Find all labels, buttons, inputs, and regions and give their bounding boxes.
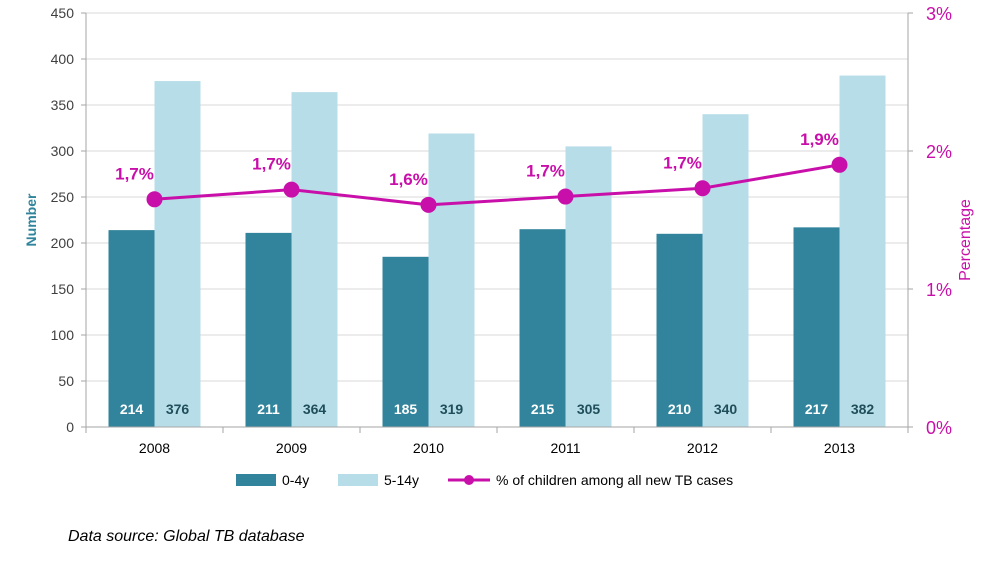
y-axis-right-tick: 2% <box>926 142 952 162</box>
bar-data-label: 211 <box>257 401 280 417</box>
line-point-2013 <box>831 156 848 173</box>
bar-5-14y-2010 <box>428 133 475 427</box>
bar-data-label: 382 <box>851 401 875 417</box>
y-axis-left-tick: 100 <box>51 327 75 343</box>
y-axis-left-tick: 150 <box>51 281 75 297</box>
x-axis-tick: 2011 <box>550 440 580 456</box>
legend-label-0-4y: 0-4y <box>282 472 309 488</box>
line-point-2009 <box>283 181 300 198</box>
legend-swatch-marker <box>464 475 474 485</box>
bar-data-label: 214 <box>120 401 144 417</box>
line-data-label: 1,7% <box>526 162 565 181</box>
bar-data-label: 319 <box>440 401 464 417</box>
y-axis-left-tick: 300 <box>51 143 75 159</box>
bar-0-4y-2011 <box>519 229 566 427</box>
y-axis-right-tick: 3% <box>926 4 952 24</box>
bar-0-4y-2010 <box>382 256 429 427</box>
x-axis-tick: 2010 <box>413 440 444 456</box>
y-axis-left-tick: 400 <box>51 51 75 67</box>
line-point-2011 <box>557 188 574 205</box>
line-point-2008 <box>146 191 163 208</box>
bar-data-label: 364 <box>303 401 327 417</box>
bar-data-label: 185 <box>394 401 418 417</box>
bar-0-4y-2012 <box>656 233 703 427</box>
x-axis-tick: 2013 <box>824 440 855 456</box>
y-axis-left-tick: 450 <box>51 5 75 21</box>
line-point-2010 <box>420 196 437 213</box>
bar-0-4y-2009 <box>245 232 292 427</box>
series-line-percentage <box>154 163 840 207</box>
x-axis-tick: 2008 <box>139 440 170 456</box>
x-axis-tick: 2009 <box>276 440 307 456</box>
bar-data-label: 340 <box>714 401 738 417</box>
bar-data-label: 305 <box>577 401 601 417</box>
bar-5-14y-2009 <box>291 92 338 428</box>
line-data-label: 1,6% <box>389 170 428 189</box>
bar-data-label: 210 <box>668 401 692 417</box>
bar-5-14y-2012 <box>702 114 749 427</box>
y-axis-right-tick: 0% <box>926 418 952 438</box>
y-axis-left-label: Number <box>23 193 39 246</box>
y-axis-left-tick: 0 <box>66 419 74 435</box>
y-axis-left-tick: 200 <box>51 235 75 251</box>
bar-data-label: 376 <box>166 401 190 417</box>
line-data-label: 1,7% <box>252 155 291 174</box>
data-source-note: Data source: Global TB database <box>68 528 305 545</box>
y-axis-left-tick: 250 <box>51 189 75 205</box>
line-data-label: 1,7% <box>663 153 702 172</box>
bar-data-label: 215 <box>531 401 555 417</box>
line-point-2012 <box>694 180 711 197</box>
legend-label-5-14y: 5-14y <box>384 472 419 488</box>
line-data-label: 1,7% <box>115 164 154 183</box>
y-axis-right-label: Percentage <box>957 199 974 281</box>
legend-swatch-5-14y <box>338 474 378 486</box>
line-data-label: 1,9% <box>800 130 839 149</box>
y-axis-left-tick: 350 <box>51 97 75 113</box>
bar-5-14y-2008 <box>154 81 201 427</box>
bar-5-14y-2013 <box>839 75 886 427</box>
x-axis-tick: 2012 <box>687 440 718 456</box>
legend-swatch-0-4y <box>236 474 276 486</box>
y-axis-left-tick: 50 <box>58 373 74 389</box>
bar-5-14y-2011 <box>565 146 612 427</box>
bar-data-label: 217 <box>805 401 829 417</box>
bar-0-4y-2008 <box>108 230 155 427</box>
y-axis-right-tick: 1% <box>926 280 952 300</box>
bar-0-4y-2013 <box>793 227 840 427</box>
legend-label-percentage: % of children among all new TB cases <box>496 472 733 488</box>
